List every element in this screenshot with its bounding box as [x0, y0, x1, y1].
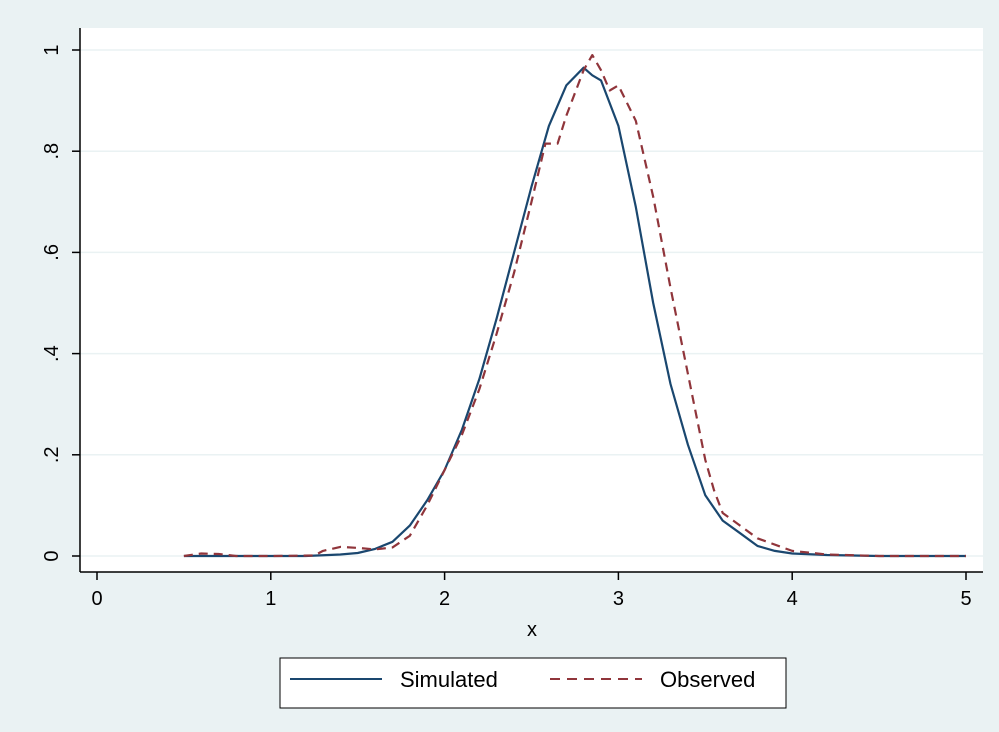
x-axis-ticks: 0 1 2 3 4 5	[91, 572, 972, 610]
series-lines	[183, 53, 966, 558]
x-tick-label: 4	[787, 588, 798, 610]
x-tick-label: 1	[265, 588, 276, 610]
legend: Simulated Observed	[279, 657, 787, 709]
y-axis-ticks: 0 .2 .4 .6 .8 1	[41, 44, 80, 562]
y-tick-label: .2	[41, 446, 63, 463]
legend-simulated-label: Simulated	[400, 667, 498, 692]
x-tick-label: 2	[439, 588, 450, 610]
y-tick-label: .4	[41, 345, 63, 362]
x-tick-label: 5	[960, 588, 971, 610]
y-tick-label: .8	[41, 143, 63, 160]
plot-area	[80, 28, 983, 572]
y-tick-label: 0	[41, 550, 63, 561]
y-tick-label: 1	[41, 44, 63, 55]
series-line-simulated	[183, 66, 966, 558]
x-axis-title: x	[527, 619, 537, 641]
x-tick-label: 0	[91, 588, 102, 610]
legend-observed-label: Observed	[660, 667, 755, 692]
legend-box	[279, 657, 787, 709]
y-tick-label: .6	[41, 244, 63, 261]
series-line-observed	[183, 53, 966, 558]
x-tick-label: 3	[613, 588, 624, 610]
